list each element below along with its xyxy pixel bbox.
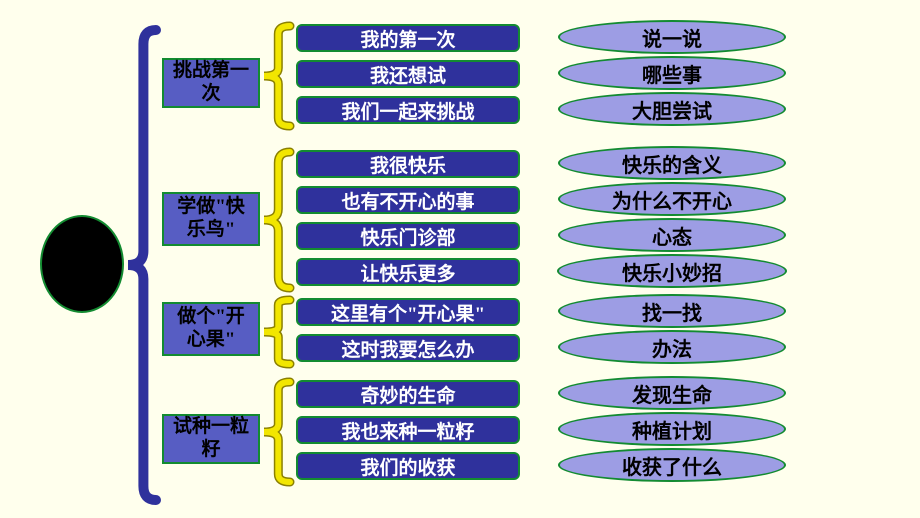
sub-brace-0 (264, 26, 290, 126)
desc-label: 种植计划 (632, 415, 712, 444)
desc-ellipse-1-2: 心态 (558, 218, 786, 252)
desc-label: 发现生命 (632, 379, 712, 408)
item-box-1-1: 也有不开心的事 (296, 186, 520, 214)
item-label: 奇妙的生命 (360, 381, 455, 408)
desc-ellipse-1-1: 为什么不开心 (558, 182, 786, 216)
main-brace (128, 30, 156, 500)
item-label: 这时我要怎么办 (341, 335, 474, 362)
item-label: 我还想试 (370, 61, 446, 88)
sub-brace-1 (264, 152, 290, 288)
category-label: 做个"开心果" (168, 306, 254, 352)
item-box-2-0: 这里有个"开心果" (296, 298, 520, 326)
item-label: 我很快乐 (370, 151, 446, 178)
desc-label: 哪些事 (642, 59, 702, 88)
item-box-0-1: 我还想试 (296, 60, 520, 88)
item-label: 这里有个"开心果" (331, 299, 485, 326)
desc-label: 快乐小妙招 (622, 257, 722, 286)
desc-ellipse-3-0: 发现生命 (558, 376, 786, 410)
desc-ellipse-2-1: 办法 (558, 330, 786, 364)
category-box-1: 学做"快乐鸟" (162, 192, 260, 246)
desc-ellipse-3-1: 种植计划 (558, 412, 786, 446)
item-box-3-1: 我也来种一粒籽 (296, 416, 520, 444)
item-box-0-2: 我们一起来挑战 (296, 96, 520, 124)
desc-label: 收获了什么 (622, 451, 722, 480)
desc-ellipse-3-2: 收获了什么 (558, 448, 786, 482)
desc-label: 说一说 (642, 23, 702, 52)
category-label: 试种一粒籽 (168, 416, 254, 462)
sub-brace-2 (264, 300, 290, 364)
item-label: 快乐门诊部 (360, 223, 455, 250)
category-box-0: 挑战第一次 (162, 58, 260, 108)
item-label: 也有不开心的事 (341, 187, 474, 214)
desc-label: 大胆尝试 (632, 95, 712, 124)
desc-ellipse-0-0: 说一说 (558, 20, 786, 54)
desc-ellipse-1-0: 快乐的含义 (558, 146, 786, 180)
item-box-3-2: 我们的收获 (296, 452, 520, 480)
category-label: 学做"快乐鸟" (168, 196, 254, 242)
category-label: 挑战第一次 (168, 60, 254, 106)
desc-ellipse-0-2: 大胆尝试 (558, 92, 786, 126)
desc-label: 心态 (652, 221, 692, 250)
item-box-1-2: 快乐门诊部 (296, 222, 520, 250)
desc-ellipse-1-3: 快乐小妙招 (557, 254, 787, 288)
category-box-3: 试种一粒籽 (162, 414, 260, 464)
item-label: 我们的收获 (360, 453, 455, 480)
item-box-3-0: 奇妙的生命 (296, 380, 520, 408)
item-label: 我也来种一粒籽 (341, 417, 474, 444)
item-box-1-0: 我很快乐 (296, 150, 520, 178)
item-box-1-3: 让快乐更多 (296, 258, 520, 286)
item-box-0-0: 我的第一次 (296, 24, 520, 52)
desc-label: 快乐的含义 (622, 149, 722, 178)
item-label: 我们一起来挑战 (341, 97, 474, 124)
item-box-2-1: 这时我要怎么办 (296, 334, 520, 362)
desc-label: 找一找 (642, 297, 702, 326)
root-node (40, 215, 124, 313)
sub-brace-3 (264, 382, 290, 482)
item-label: 让快乐更多 (360, 259, 455, 286)
desc-label: 办法 (652, 333, 692, 362)
desc-ellipse-2-0: 找一找 (558, 294, 786, 328)
desc-label: 为什么不开心 (612, 185, 732, 214)
category-box-2: 做个"开心果" (162, 302, 260, 356)
item-label: 我的第一次 (360, 25, 455, 52)
desc-ellipse-0-1: 哪些事 (558, 56, 786, 90)
